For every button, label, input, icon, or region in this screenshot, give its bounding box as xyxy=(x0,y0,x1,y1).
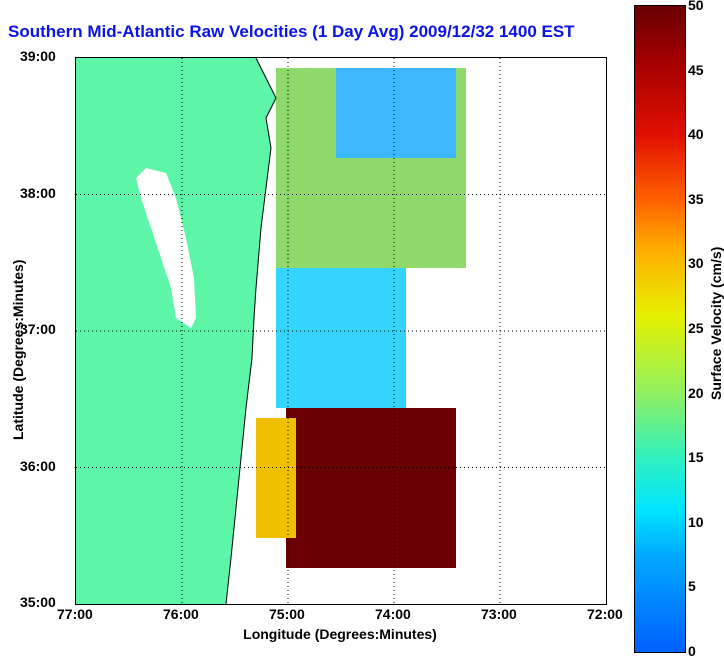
colorbar-tick-label: 40 xyxy=(688,126,704,143)
x-axis-label: Longitude (Degrees:Minutes) xyxy=(243,626,437,642)
chesapeake-bay xyxy=(136,168,196,328)
x-tick-label: 73:00 xyxy=(481,606,517,622)
velocity-field-north-calm xyxy=(336,68,456,158)
x-tick-label: 72:00 xyxy=(587,606,623,622)
y-tick-label: 36:00 xyxy=(20,457,56,474)
x-tick-label: 75:00 xyxy=(269,606,305,622)
y-tick-label: 37:00 xyxy=(20,321,56,337)
plot-title: Southern Mid-Atlantic Raw Velocities (1 … xyxy=(8,22,575,41)
colorbar-tick-label: 10 xyxy=(688,513,704,530)
colorbar-tick-label: 20 xyxy=(688,384,704,401)
colorbar-label: Surface Velocity (cm/s) xyxy=(708,246,724,400)
colorbar-tick-label: 0 xyxy=(688,643,696,659)
colorbar-tick-label: 45 xyxy=(688,61,704,78)
velocity-field-south-strong xyxy=(286,408,456,568)
y-axis-label: Latitude (Degrees:Minutes) xyxy=(10,259,26,440)
colorbar-tick-label: 25 xyxy=(688,320,704,336)
x-tick-label: 76:00 xyxy=(163,606,199,622)
colorbar xyxy=(634,5,686,653)
colorbar-tick-label: 30 xyxy=(688,255,704,272)
velocity-field-south-west xyxy=(256,418,296,538)
x-tick-label: 74:00 xyxy=(375,606,411,622)
colorbar-tick-label: 35 xyxy=(688,190,704,207)
map-svg xyxy=(76,58,606,604)
velocity-field-mid xyxy=(276,268,406,408)
colorbar-tick-label: 15 xyxy=(688,449,704,466)
coastline xyxy=(225,58,277,604)
x-tick-label: 77:00 xyxy=(57,606,93,622)
y-tick-label: 39:00 xyxy=(20,48,56,64)
y-tick-label: 35:00 xyxy=(20,594,56,610)
map-plot-area[interactable] xyxy=(75,57,607,605)
colorbar-tick-label: 50 xyxy=(688,0,704,13)
y-tick-label: 38:00 xyxy=(20,184,56,201)
colorbar-tick-label: 5 xyxy=(688,578,696,595)
